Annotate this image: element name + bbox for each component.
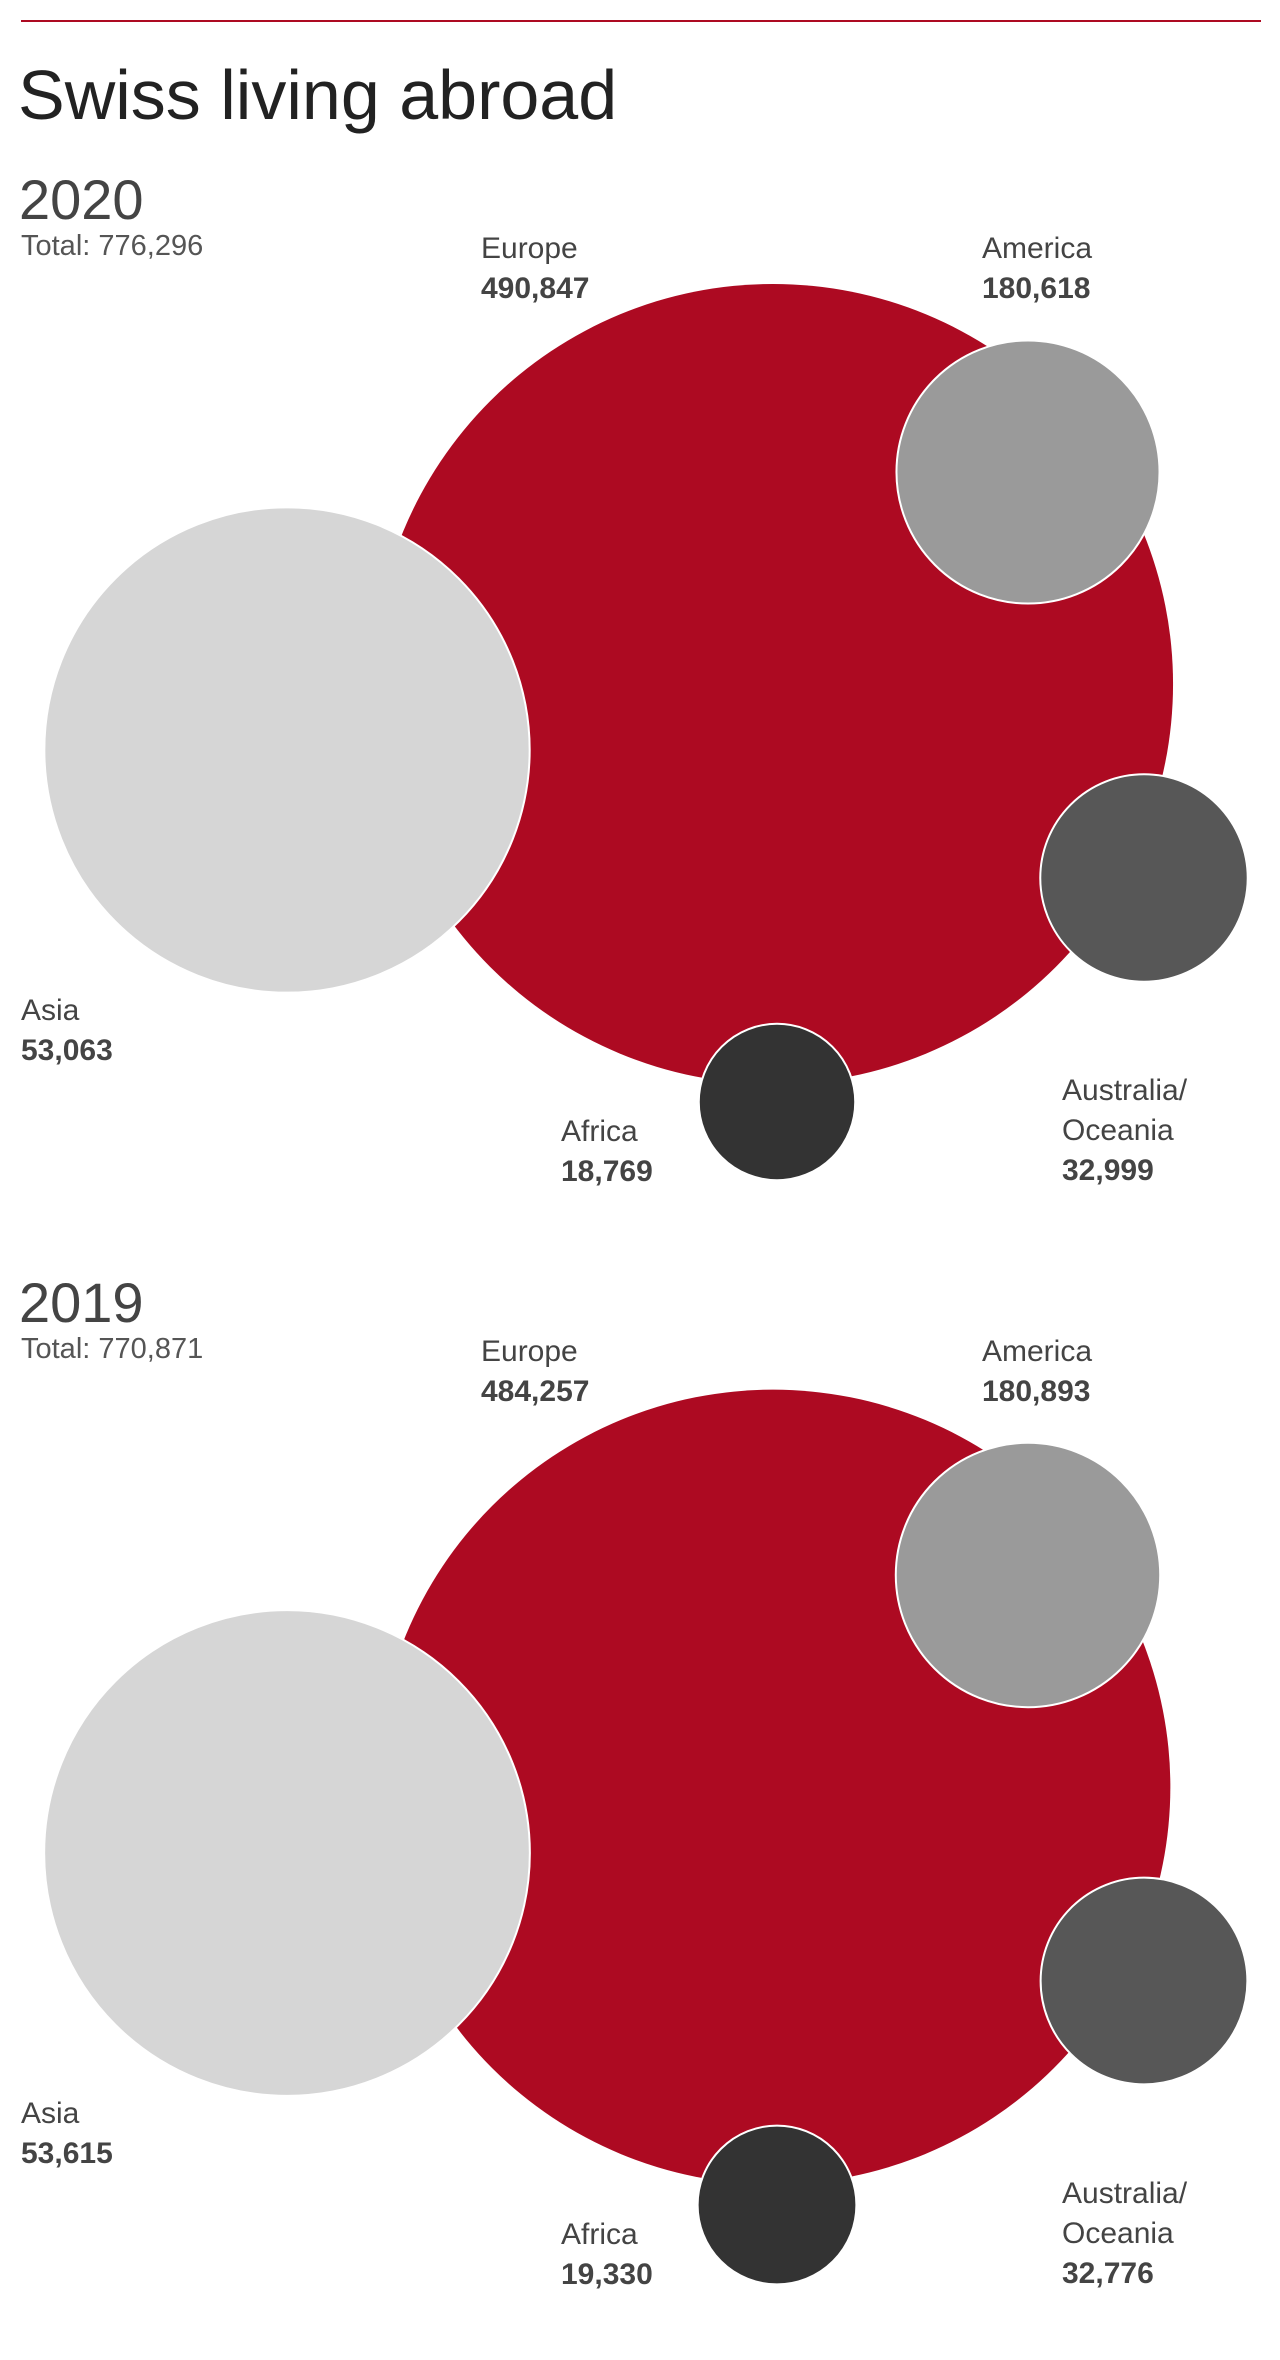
page-title: Swiss living abroad: [18, 56, 618, 134]
bubble-label: America 180,893: [982, 1332, 1092, 1412]
value-label: 180,893: [982, 1375, 1091, 1408]
value-label: 53,063: [21, 1034, 113, 1067]
category-name: Europe: [481, 232, 578, 265]
chart: [43, 1389, 1249, 2286]
value-label: 180,618: [982, 272, 1091, 305]
value-label: 19,330: [561, 2258, 653, 2291]
value-label: 32,776: [1062, 2257, 1154, 2290]
bubble: [43, 506, 531, 994]
bubble: [1039, 1876, 1249, 2086]
value-label: 490,847: [481, 272, 590, 305]
bubble: [894, 1441, 1162, 1709]
value-label: 18,769: [561, 1155, 653, 1188]
category-name: America: [982, 232, 1093, 265]
bubble: [1039, 773, 1249, 983]
category-name: Australia/ Oceania: [1062, 2177, 1188, 2250]
value-label: 32,999: [1062, 1154, 1154, 1187]
bubble: [895, 339, 1161, 605]
value-label: 484,257: [481, 1375, 590, 1408]
category-name: Africa: [561, 1115, 638, 1148]
bubble-label: America 180,618: [982, 229, 1092, 309]
bubble-label: Africa 18,769: [561, 1112, 653, 1192]
total: Total: 776,296: [21, 230, 204, 262]
chart-panel: 2020 Total: 776,296 Europe 490,847 America 18…: [0, 170, 1280, 1350]
category-name: Asia: [21, 2097, 80, 2130]
year-title: 2019: [19, 1271, 144, 1334]
bubble-label: Africa 19,330: [561, 2215, 653, 2295]
total: Total: 770,871: [21, 1333, 204, 1365]
category-name: America: [982, 1335, 1093, 1368]
bubble: [696, 2124, 858, 2286]
category-name: Australia/ Oceania: [1062, 1074, 1188, 1147]
bubble-label: Europe 490,847: [481, 229, 589, 309]
bubble-label: Asia 53,063: [21, 991, 113, 1071]
category-name: Europe: [481, 1335, 578, 1368]
bubble: [697, 1022, 857, 1182]
bubble-label: Europe 484,257: [481, 1332, 589, 1412]
category-name: Asia: [21, 994, 80, 1027]
bubble-label: Australia/ Oceania 32,999: [1062, 1071, 1212, 1191]
chart-panel: 2019 Total: 770,871 Europe 484,257 America 18…: [0, 1273, 1280, 2360]
top-rule: [21, 20, 1261, 22]
chart: [43, 283, 1249, 1182]
bubble-label: Asia 53,615: [21, 2094, 113, 2174]
category-name: Africa: [561, 2218, 638, 2251]
year-title: 2020: [19, 168, 144, 231]
bubble: [43, 1609, 531, 2097]
value-label: 53,615: [21, 2137, 113, 2170]
bubble-label: Australia/ Oceania 32,776: [1062, 2174, 1212, 2294]
